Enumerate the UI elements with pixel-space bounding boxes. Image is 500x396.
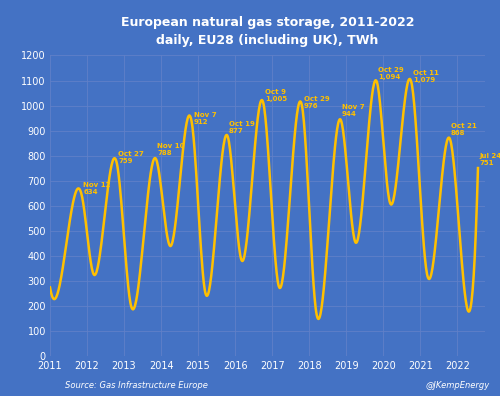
Text: Oct 29
976: Oct 29 976 xyxy=(304,96,330,109)
Text: @JKempEnergy: @JKempEnergy xyxy=(426,381,490,390)
Text: Nov 10
788: Nov 10 788 xyxy=(157,143,184,156)
Text: Oct 9
1,005: Oct 9 1,005 xyxy=(264,89,287,102)
Text: Nov 7
912: Nov 7 912 xyxy=(194,112,216,125)
Text: Source: Gas Infrastructure Europe: Source: Gas Infrastructure Europe xyxy=(65,381,208,390)
Text: Oct 27
759: Oct 27 759 xyxy=(118,150,144,164)
Text: Jul 24
751: Jul 24 751 xyxy=(479,152,500,166)
Text: Oct 11
1,079: Oct 11 1,079 xyxy=(413,70,439,83)
Text: Oct 19
877: Oct 19 877 xyxy=(229,121,254,134)
Text: Oct 21
868: Oct 21 868 xyxy=(451,123,476,136)
Text: Oct 29
1,094: Oct 29 1,094 xyxy=(378,67,404,80)
Text: Nov 12
634: Nov 12 634 xyxy=(84,182,110,195)
Text: Nov 7
944: Nov 7 944 xyxy=(342,104,364,117)
Title: European natural gas storage, 2011-2022
daily, EU28 (including UK), TWh: European natural gas storage, 2011-2022 … xyxy=(121,16,414,48)
